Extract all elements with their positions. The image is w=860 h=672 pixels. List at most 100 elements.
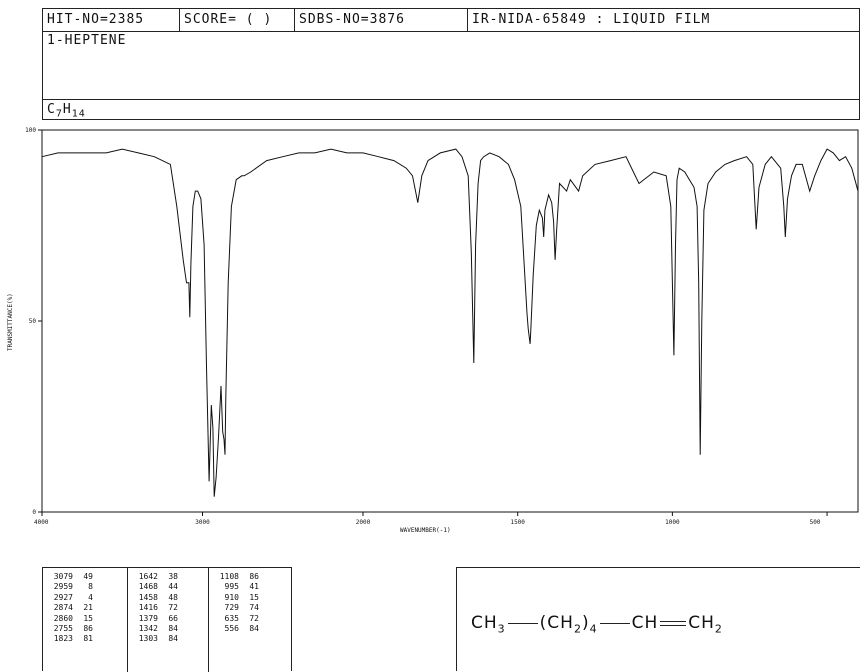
peak-transmittance: 86 — [249, 572, 259, 581]
peak-row: 1468 44 — [132, 582, 178, 592]
group-ch2: CH — [688, 613, 715, 633]
peak-transmittance: 38 — [168, 572, 178, 581]
peak-row: 1342 84 — [132, 624, 178, 634]
group-ch2-sub: 2 — [573, 622, 582, 636]
peak-row: 556 84 — [213, 624, 259, 634]
peak-wavenumber: 2874 — [53, 603, 73, 613]
ir-spectrum-plot: 4000 3000 2000 1500 1000 500 0 50 100 TRANSMITTA… — [7, 127, 859, 534]
peak-row: 1303 84 — [132, 634, 178, 644]
peak-row: 635 72 — [213, 614, 259, 624]
peak-transmittance: 15 — [83, 613, 93, 623]
group-ch3: CH — [471, 613, 498, 633]
formula-h-count: 14 — [71, 108, 86, 120]
score: SCORE= ( ) — [180, 9, 295, 31]
group-ch2-open: (CH — [539, 613, 574, 633]
group-ch2-end-sub: 2 — [714, 622, 723, 636]
peak-transmittance: 21 — [83, 603, 93, 613]
peak-wavenumber: 2755 — [53, 623, 73, 633]
peak-wavenumber: 729 — [224, 603, 239, 613]
peak-transmittance: 72 — [168, 603, 178, 613]
group-ch3-sub: 3 — [497, 622, 506, 636]
peak-column-1: 3079 49 2959 8 2927 4 2874 21 2860 15 2755 86 1823 81 — [47, 572, 93, 645]
peak-wavenumber: 2959 — [53, 582, 73, 592]
peak-wavenumber: 2927 — [53, 592, 73, 602]
plot-frame — [41, 129, 859, 513]
peak-row: 1642 38 — [132, 572, 178, 582]
molecular-formula: C7H14 — [47, 102, 86, 120]
peak-wavenumber: 1342 — [138, 623, 158, 633]
peak-transmittance: 72 — [249, 613, 259, 623]
peak-wavenumber: 1416 — [138, 603, 158, 613]
x-tick-label: 1500 — [510, 519, 525, 526]
y-tick-label: 50 — [29, 318, 37, 325]
axis-ticks: 4000 3000 2000 1500 1000 500 0 50 100 — [25, 127, 828, 526]
peak-row: 910 15 — [213, 593, 259, 603]
formula-c: C — [47, 102, 56, 117]
peak-wavenumber: 2860 — [53, 613, 73, 623]
peak-wavenumber: 1458 — [138, 592, 158, 602]
peak-row: 1823 81 — [47, 634, 93, 644]
peak-wavenumber: 1108 — [219, 572, 239, 581]
peak-row: 2959 8 — [47, 582, 93, 592]
peak-wavenumber: 1468 — [138, 582, 158, 592]
peak-row: 1416 72 — [132, 603, 178, 613]
peak-transmittance: 74 — [249, 603, 259, 613]
peak-column-2: 1642 38 1468 44 1458 48 1416 72 1379 66 1342 84 1303… — [127, 568, 178, 672]
ir-nida-info: IR-NIDA-65849 : LIQUID FILM — [472, 12, 711, 27]
single-bond — [507, 622, 538, 624]
peak-wavenumber: 1823 — [53, 634, 73, 644]
peak-transmittance: 8 — [88, 582, 93, 592]
peak-wavenumber: 1642 — [138, 572, 158, 581]
peak-wavenumber: 910 — [224, 592, 239, 602]
plot-axes — [41, 129, 859, 513]
compound-name: 1-HEPTENE — [47, 33, 127, 48]
formula-c-count: 7 — [55, 108, 63, 120]
peak-wavenumber: 995 — [224, 582, 239, 592]
peak-column-3: 1108 86 995 41 910 15 729 74 635 72 556 84 — [208, 568, 259, 672]
peak-row: 1458 48 — [132, 593, 178, 603]
y-axis-label: TRANSMITTANCE(%) — [7, 293, 14, 351]
peak-row: 1379 66 — [132, 614, 178, 624]
peak-transmittance: 48 — [168, 592, 178, 602]
peak-transmittance: 4 — [88, 592, 93, 602]
peak-row: 2860 15 — [47, 614, 93, 624]
peak-wavenumber: 3079 — [53, 572, 73, 581]
x-tick-label: 500 — [810, 519, 821, 526]
double-bond — [660, 620, 687, 626]
hit-number: HIT-NO=2385 — [43, 9, 180, 31]
peak-wavenumber: 1379 — [138, 613, 158, 623]
peak-row: 3079 49 — [47, 572, 93, 582]
peak-row: 2755 86 — [47, 624, 93, 634]
group-repeat-count: 4 — [589, 622, 598, 636]
group-ch: CH — [631, 613, 659, 633]
peak-row: 2874 21 — [47, 603, 93, 613]
peak-transmittance: 41 — [249, 582, 259, 592]
spectrum-header: HIT-NO=2385 SCORE= ( ) SDBS-NO=3876 IR-N… — [42, 8, 860, 120]
x-tick-label: 1000 — [665, 519, 680, 526]
single-bond — [599, 622, 630, 624]
group-ch2-close: ) — [581, 613, 590, 633]
x-tick-label: 2000 — [356, 519, 371, 526]
x-axis-label: WAVENUMBER(-1) — [400, 527, 451, 534]
spectrum-line — [41, 148, 859, 497]
peak-transmittance: 84 — [168, 634, 178, 644]
formula-h: H — [62, 102, 72, 117]
peak-row: 995 41 — [213, 582, 259, 592]
peak-row: 729 74 — [213, 603, 259, 613]
header-info-row: HIT-NO=2385 SCORE= ( ) SDBS-NO=3876 IR-N… — [43, 9, 859, 32]
peak-wavenumber: 556 — [224, 623, 239, 633]
peak-wavenumber: 635 — [224, 613, 239, 623]
peak-transmittance: 84 — [168, 623, 178, 633]
x-tick-label: 3000 — [195, 519, 210, 526]
peak-transmittance: 44 — [168, 582, 178, 592]
peak-wavenumber: 1303 — [138, 634, 158, 644]
peak-transmittance: 81 — [83, 634, 93, 644]
peak-row: 1108 86 — [213, 572, 259, 582]
peak-transmittance: 84 — [249, 623, 259, 633]
formula-row: C7H14 — [43, 99, 859, 121]
peak-transmittance: 15 — [249, 592, 259, 602]
x-tick-label: 4000 — [34, 519, 49, 526]
peak-transmittance: 66 — [168, 613, 178, 623]
sdbs-number: SDBS-NO=3876 — [295, 9, 468, 31]
peak-transmittance: 49 — [83, 572, 93, 581]
